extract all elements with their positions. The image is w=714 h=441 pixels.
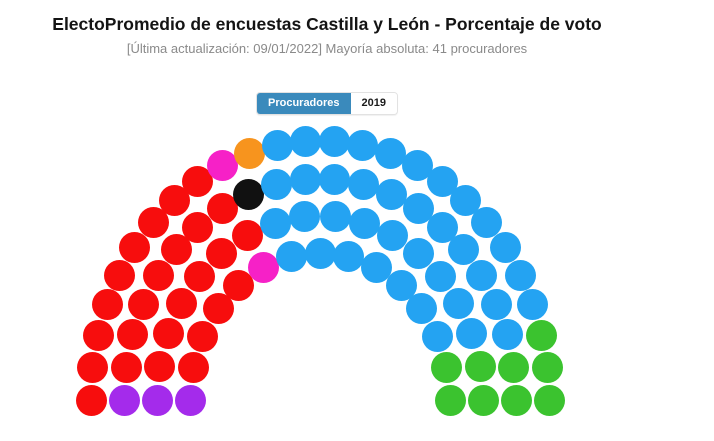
- seat-purple[interactable]: [174, 384, 206, 416]
- seat-blue[interactable]: [517, 289, 549, 321]
- seat-pink[interactable]: [206, 150, 238, 182]
- tab-procuradores[interactable]: Procuradores: [256, 93, 351, 114]
- seat-blue[interactable]: [491, 319, 523, 351]
- seat-green[interactable]: [533, 384, 565, 416]
- seat-blue[interactable]: [349, 207, 381, 239]
- seat-blue[interactable]: [375, 138, 407, 170]
- tab-group: Procuradores 2019: [255, 92, 398, 115]
- seat-green[interactable]: [431, 351, 463, 383]
- seat-blue[interactable]: [402, 237, 434, 269]
- seat-blue[interactable]: [260, 169, 292, 201]
- seat-blue[interactable]: [348, 169, 380, 201]
- seat-blue[interactable]: [377, 219, 409, 251]
- seat-green[interactable]: [500, 384, 532, 416]
- seat-red[interactable]: [187, 320, 219, 352]
- seat-blue[interactable]: [318, 126, 350, 157]
- seat-red[interactable]: [110, 351, 142, 383]
- seat-blue[interactable]: [289, 201, 321, 233]
- seat-blue[interactable]: [376, 178, 408, 210]
- seat-blue[interactable]: [289, 164, 321, 196]
- seat-green[interactable]: [464, 350, 496, 382]
- seat-blue[interactable]: [481, 288, 513, 320]
- seat-red[interactable]: [182, 211, 214, 243]
- chart-title: ElectoPromedio de encuestas Castilla y L…: [52, 14, 602, 34]
- tab-bar: Procuradores 2019: [0, 92, 654, 115]
- seat-blue[interactable]: [347, 130, 379, 162]
- seat-green[interactable]: [526, 320, 558, 352]
- seat-blue[interactable]: [304, 237, 336, 269]
- seat-red[interactable]: [152, 318, 184, 350]
- chart-subtitle: [Última actualización: 09/01/2022] Mayor…: [126, 41, 528, 56]
- seat-blue[interactable]: [319, 164, 351, 196]
- seat-purple[interactable]: [141, 384, 173, 416]
- seat-red[interactable]: [177, 351, 209, 383]
- seat-blue[interactable]: [319, 201, 351, 233]
- seat-red[interactable]: [117, 319, 149, 351]
- seat-black[interactable]: [232, 178, 264, 210]
- seat-red[interactable]: [165, 287, 197, 319]
- seat-blue[interactable]: [259, 207, 291, 239]
- seat-blue[interactable]: [448, 234, 480, 266]
- seat-blue[interactable]: [275, 241, 307, 273]
- seat-blue[interactable]: [421, 320, 453, 352]
- seat-red[interactable]: [82, 320, 114, 352]
- seat-purple[interactable]: [108, 384, 140, 416]
- seat-blue[interactable]: [489, 232, 521, 264]
- tab-2019[interactable]: 2019: [350, 93, 397, 114]
- seat-orange[interactable]: [233, 138, 265, 170]
- chart-header: ElectoPromedio de encuestas Castilla y L…: [0, 13, 654, 57]
- seat-green[interactable]: [498, 351, 530, 383]
- seat-red[interactable]: [184, 260, 216, 292]
- seat-red[interactable]: [137, 207, 169, 239]
- seat-green[interactable]: [531, 352, 563, 384]
- seat-blue[interactable]: [456, 318, 488, 350]
- seat-red[interactable]: [231, 219, 263, 251]
- seat-blue[interactable]: [443, 287, 475, 319]
- seat-red[interactable]: [206, 193, 238, 225]
- seat-red[interactable]: [75, 384, 107, 416]
- seat-pink[interactable]: [248, 252, 280, 284]
- seat-red[interactable]: [206, 237, 238, 269]
- seat-blue[interactable]: [466, 260, 498, 291]
- seat-blue[interactable]: [406, 292, 438, 324]
- seat-blue[interactable]: [290, 126, 322, 157]
- seat-red[interactable]: [77, 352, 109, 384]
- seat-red[interactable]: [103, 259, 135, 291]
- seat-blue[interactable]: [505, 259, 537, 291]
- seat-red[interactable]: [142, 260, 174, 291]
- seat-red[interactable]: [91, 289, 123, 321]
- seat-green[interactable]: [434, 384, 466, 416]
- seat-red[interactable]: [119, 232, 151, 264]
- seat-blue[interactable]: [424, 260, 456, 292]
- seat-blue[interactable]: [333, 241, 365, 273]
- seat-red[interactable]: [127, 288, 159, 320]
- seat-blue[interactable]: [261, 130, 293, 162]
- seat-green[interactable]: [467, 384, 499, 416]
- seat-red[interactable]: [144, 350, 176, 382]
